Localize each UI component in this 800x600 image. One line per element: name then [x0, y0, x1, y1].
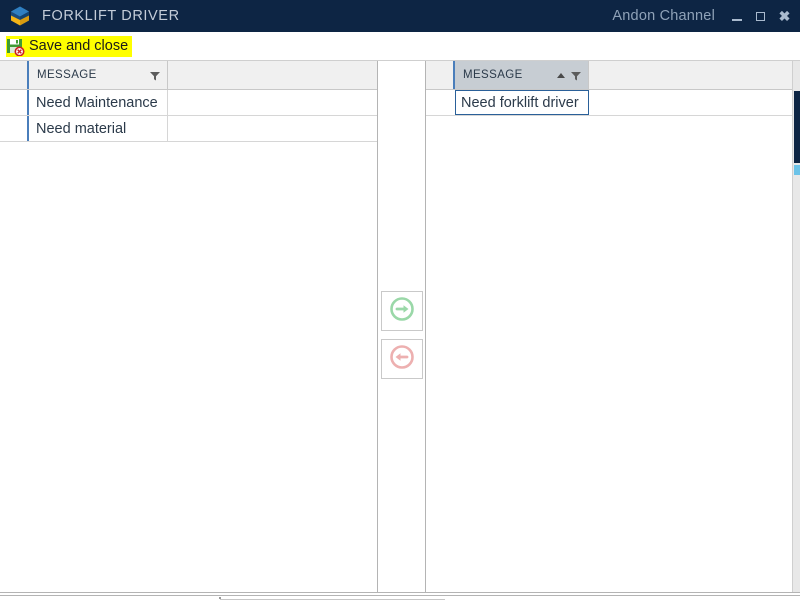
move-right-button[interactable] [380, 291, 423, 331]
left-grid-header-row: MESSAGE [0, 61, 377, 90]
transfer-panel [377, 61, 426, 593]
left-column-header-message[interactable]: MESSAGE [29, 61, 168, 89]
available-messages-grid: MESSAGE Need Maintenance Need material [0, 61, 378, 593]
sort-ascending-icon[interactable] [557, 72, 565, 78]
left-column-header-label: MESSAGE [37, 69, 97, 81]
toolbar: Save and close [0, 32, 800, 61]
channel-title: Andon Channel [612, 8, 715, 24]
minimize-icon[interactable] [729, 8, 744, 24]
row-indicator [426, 90, 455, 115]
window-controls: ✖ [729, 8, 792, 24]
scrollbar-thumb[interactable] [794, 91, 800, 163]
arrow-right-circle-icon [389, 296, 415, 327]
title-bar: FORKLIFT DRIVER Andon Channel ✖ [0, 0, 800, 32]
row-indicator [0, 90, 29, 115]
cell-message[interactable]: Need material [29, 116, 168, 141]
table-row[interactable]: Need Maintenance [0, 90, 377, 116]
bottom-tick [219, 597, 221, 599]
save-and-close-label: Save and close [29, 37, 129, 55]
window-title: FORKLIFT DRIVER [42, 8, 180, 24]
move-left-button[interactable] [380, 339, 423, 379]
filter-icon[interactable] [570, 69, 582, 81]
left-header-filler [168, 61, 377, 89]
maximize-icon[interactable] [753, 8, 768, 24]
cell-filler [168, 90, 377, 115]
cell-message-selected[interactable]: Need forklift driver [455, 90, 589, 115]
right-column-header-label: MESSAGE [463, 69, 523, 81]
scrollbar-mark [794, 165, 800, 175]
right-grid-header-row: MESSAGE [426, 61, 800, 90]
left-header-row-indicator [0, 61, 29, 89]
table-row[interactable]: Need material [0, 116, 377, 142]
save-and-close-icon [6, 37, 25, 56]
right-header-filler [589, 61, 800, 89]
arrow-left-circle-icon [389, 344, 415, 375]
table-row[interactable]: Need forklift driver [426, 90, 800, 116]
transfer-buttons [380, 291, 423, 379]
cell-message[interactable]: Need Maintenance [29, 90, 168, 115]
selected-messages-grid: MESSAGE Need forklift driver [425, 61, 800, 593]
row-indicator [0, 116, 29, 141]
save-and-close-button[interactable]: Save and close [6, 35, 133, 57]
bottom-status-strip [0, 595, 800, 600]
right-header-row-indicator [426, 61, 455, 89]
cell-filler [168, 116, 377, 141]
cell-filler [589, 90, 800, 115]
filter-icon[interactable] [149, 69, 161, 81]
right-column-header-message[interactable]: MESSAGE [455, 61, 589, 89]
content-area: MESSAGE Need Maintenance Need material [0, 61, 800, 595]
close-icon[interactable]: ✖ [778, 8, 791, 24]
vertical-scrollbar[interactable] [792, 61, 800, 592]
dynamics-cube-icon [9, 5, 31, 27]
